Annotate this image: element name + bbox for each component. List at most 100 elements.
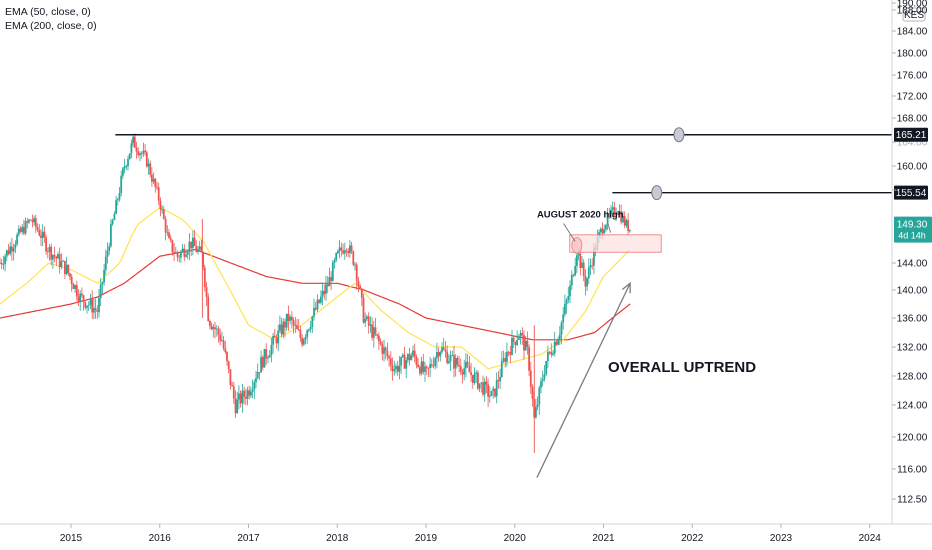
y-tick-label: 116.00 <box>897 465 927 476</box>
candle-body <box>355 264 358 281</box>
candle-body <box>226 352 228 362</box>
annotations-group: AUGUST 2020 high OVERALL UPTREND <box>536 209 756 478</box>
candle-body <box>46 251 49 253</box>
y-tick-label: 184.00 <box>897 27 928 38</box>
currency-badge[interactable] <box>902 7 926 22</box>
candle-body <box>314 307 317 310</box>
candle-body <box>550 351 553 355</box>
candle-body <box>91 299 94 313</box>
candle-body <box>439 352 442 357</box>
candle-body <box>401 354 404 357</box>
candle-body <box>53 255 56 257</box>
candle-body <box>93 308 95 313</box>
candle-body <box>188 241 191 252</box>
legend-ema50[interactable]: EMA (50, close, 0) <box>5 6 91 18</box>
candles-group <box>0 133 631 453</box>
candle-body <box>52 255 54 260</box>
candle-body <box>11 246 13 252</box>
candle-body <box>166 232 169 234</box>
candle-body <box>482 382 484 395</box>
candle-body <box>24 221 27 234</box>
candle-body <box>144 150 146 153</box>
candle-body <box>407 354 409 361</box>
candle-body <box>557 339 559 345</box>
candle-body <box>64 260 66 274</box>
candle-body <box>205 286 208 297</box>
candle-body <box>60 261 63 268</box>
current-price-badge <box>894 216 932 243</box>
candle-body <box>289 316 291 321</box>
legend-ema200[interactable]: EMA (200, close, 0) <box>5 20 97 32</box>
candle-body <box>454 358 457 369</box>
candle-body <box>79 293 82 302</box>
candle-body <box>5 250 8 257</box>
x-tick-label: 2019 <box>415 533 438 544</box>
candle-body <box>331 262 334 281</box>
candle-body <box>229 369 232 385</box>
candle-body <box>161 209 163 211</box>
candle-body <box>301 338 303 345</box>
candle-body <box>466 361 469 366</box>
level-marker <box>673 127 685 143</box>
candle-body <box>465 361 467 369</box>
candle-body <box>340 247 343 251</box>
candle-body <box>354 264 356 266</box>
candle-body <box>128 153 131 160</box>
candle-body <box>81 293 83 296</box>
candle-body <box>360 288 363 298</box>
candle-body <box>572 274 575 276</box>
candle-body <box>19 228 22 232</box>
candle-body <box>132 136 134 144</box>
candle-body <box>23 226 25 234</box>
candle-body <box>451 355 454 356</box>
candle-body <box>511 337 513 355</box>
candle-body <box>582 262 585 276</box>
candle-body <box>209 321 211 326</box>
candle-body <box>130 143 133 154</box>
y-tick-label: 190.00 <box>897 0 928 10</box>
candle-body <box>425 366 428 368</box>
candle-body <box>558 334 561 340</box>
candle-body <box>478 383 481 389</box>
candle-body <box>116 199 119 201</box>
candle-body <box>111 220 114 225</box>
horizontal-level-badge <box>894 185 928 200</box>
candle-body <box>601 228 604 234</box>
currency-label: KES <box>904 10 924 21</box>
candle-body <box>507 351 510 353</box>
august-high-pointer <box>563 223 576 242</box>
candle-body <box>448 361 450 364</box>
candle-body <box>302 339 305 345</box>
candle-body <box>564 304 566 315</box>
candle-body <box>543 374 546 380</box>
y-tick-label: 156.00 <box>897 186 928 197</box>
candle-body <box>396 366 399 372</box>
current-price-countdown: 4d 14h <box>898 231 926 241</box>
support-zone <box>569 234 662 253</box>
candle-body <box>103 270 105 283</box>
candle-body <box>523 335 525 351</box>
candle-body <box>125 165 128 167</box>
x-tick-label: 2022 <box>681 533 704 544</box>
candle-body <box>485 381 488 385</box>
candle-body <box>133 136 136 148</box>
x-tick-label: 2020 <box>504 533 527 544</box>
candle-body <box>67 264 70 274</box>
candle-body <box>337 250 339 254</box>
candle-body <box>272 335 274 345</box>
candle-body <box>2 264 5 265</box>
candle-body <box>232 386 235 399</box>
candle-body <box>55 256 58 259</box>
x-tick-label: 2023 <box>770 533 793 544</box>
candle-body <box>185 255 187 257</box>
y-tick-label: 124.00 <box>897 401 928 412</box>
candle-body <box>424 366 426 372</box>
candle-body <box>376 334 379 336</box>
x-tick-label: 2018 <box>326 533 349 544</box>
candle-body <box>106 250 109 257</box>
x-tick-label: 2015 <box>60 533 83 544</box>
y-tick-label: 160.00 <box>897 162 928 173</box>
candle-body <box>547 351 549 361</box>
candle-body <box>28 219 30 223</box>
